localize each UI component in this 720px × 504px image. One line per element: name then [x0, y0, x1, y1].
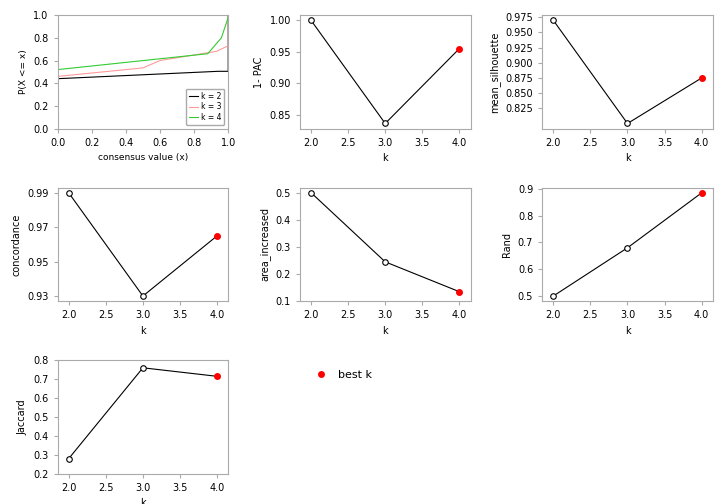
- Line: k = 3: k = 3: [58, 15, 228, 129]
- k = 3: [151, 59, 160, 66]
- Y-axis label: Jaccard: Jaccard: [18, 399, 27, 435]
- k = 2: [53, 125, 62, 132]
- k = 4: [119, 59, 127, 66]
- k = 3: [66, 72, 75, 78]
- k = 2: [103, 74, 112, 80]
- Y-axis label: P(X <= x): P(X <= x): [19, 49, 27, 94]
- X-axis label: k: k: [140, 326, 145, 336]
- X-axis label: k: k: [382, 326, 388, 336]
- k = 2: [224, 12, 233, 18]
- k = 4: [161, 55, 169, 61]
- k = 3: [93, 70, 102, 76]
- k = 4: [178, 53, 186, 59]
- k = 4: [224, 12, 233, 18]
- k = 4: [53, 125, 62, 132]
- k = 2: [210, 69, 219, 75]
- X-axis label: k: k: [625, 326, 630, 336]
- Y-axis label: 1- PAC: 1- PAC: [254, 56, 264, 88]
- k = 3: [53, 125, 62, 132]
- Y-axis label: concordance: concordance: [12, 213, 22, 276]
- Y-axis label: Rand: Rand: [503, 232, 512, 257]
- k = 4: [161, 55, 170, 61]
- X-axis label: k: k: [382, 153, 388, 163]
- k = 4: [212, 40, 221, 46]
- k = 3: [224, 12, 233, 18]
- k = 4: [78, 64, 86, 70]
- k = 2: [130, 72, 139, 78]
- k = 2: [160, 71, 168, 77]
- Legend: k = 2, k = 3, k = 4: k = 2, k = 3, k = 4: [186, 89, 225, 125]
- k = 3: [156, 57, 165, 64]
- X-axis label: consensus value (x): consensus value (x): [98, 153, 188, 162]
- k = 3: [221, 44, 230, 50]
- k = 3: [138, 65, 146, 71]
- k = 2: [208, 69, 217, 75]
- k = 2: [195, 69, 204, 75]
- Line: k = 2: k = 2: [58, 15, 228, 129]
- Legend: best k: best k: [305, 366, 376, 385]
- X-axis label: k: k: [625, 153, 630, 163]
- Line: k = 4: k = 4: [58, 15, 228, 129]
- Y-axis label: area_increased: area_increased: [259, 208, 270, 281]
- X-axis label: k: k: [140, 498, 145, 504]
- Y-axis label: mean_silhouette: mean_silhouette: [489, 31, 500, 112]
